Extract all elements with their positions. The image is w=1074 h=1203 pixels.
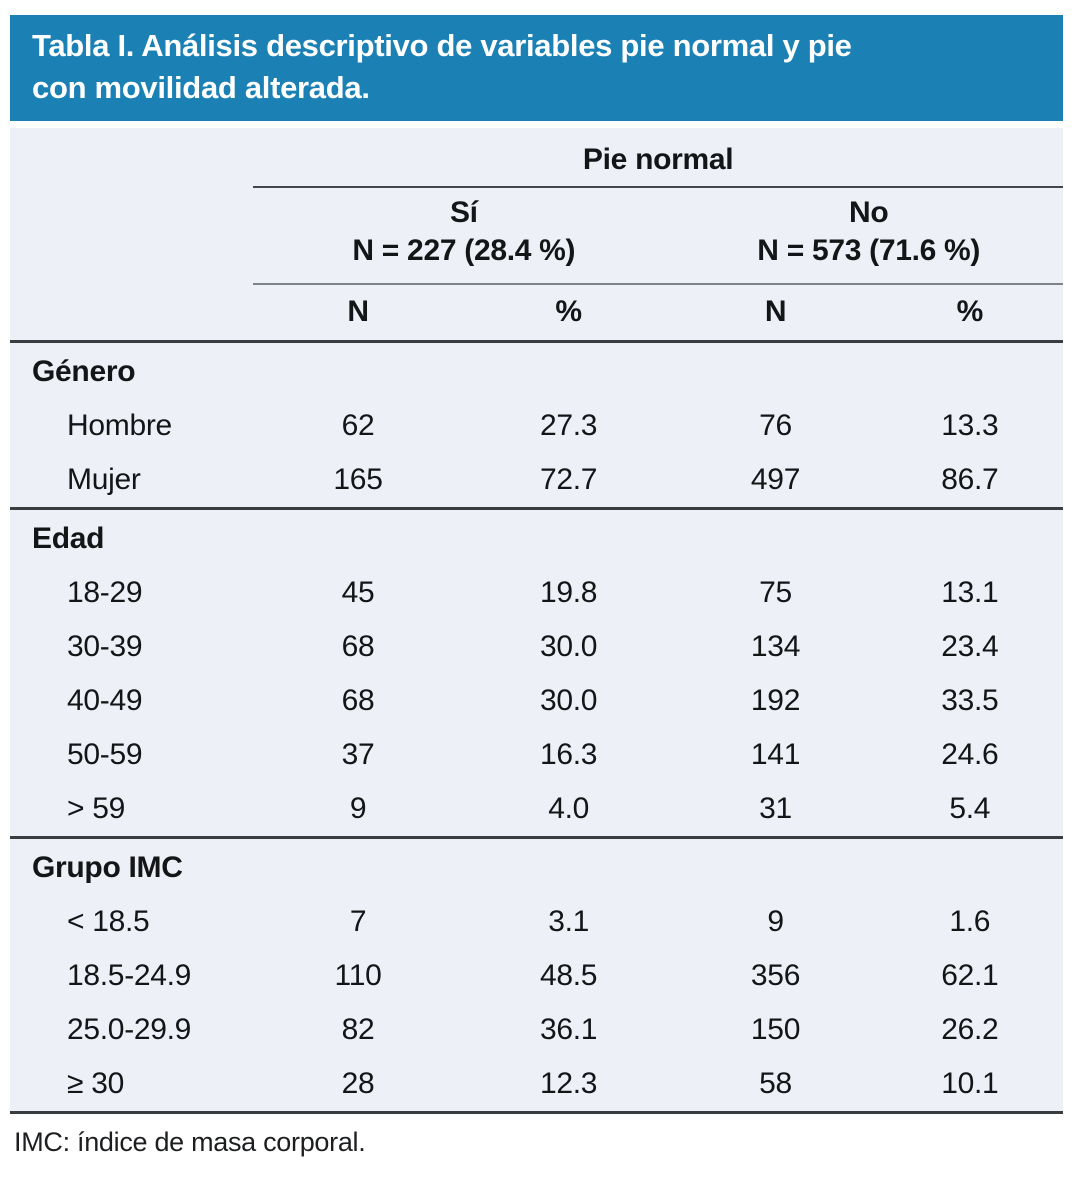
group-no-header: No N = 573 (71.6 %) [674, 186, 1063, 284]
row-label: Mujer [67, 463, 141, 496]
cell-value: 12.3 [540, 1067, 598, 1100]
group-no-label: No [849, 196, 889, 229]
cell-value: 62.1 [941, 959, 999, 992]
header-spacer [10, 187, 253, 284]
row-label: 18.5-24.9 [67, 959, 192, 992]
cell-value: 13.1 [941, 576, 999, 609]
cell-value: 48.5 [540, 959, 598, 992]
cell-value: 33.5 [941, 684, 999, 717]
table-row: 50-59 37 16.3 141 24.6 [10, 728, 1063, 782]
table-title-line-2: con movilidad alterada. [32, 70, 370, 105]
cell-value: 45 [341, 576, 375, 609]
row-label: 40-49 [67, 684, 143, 717]
table-panel: Pie normal Sí N = 227 (28.4 %) No N = 57… [10, 128, 1063, 1114]
table-head: Pie normal Sí N = 227 (28.4 %) No N = 57… [10, 128, 1063, 342]
cell-value: 5.4 [949, 792, 991, 825]
cell-value: 150 [750, 1013, 801, 1046]
cell-value: 36.1 [540, 1013, 598, 1046]
cell-value: 23.4 [941, 630, 999, 663]
cell-value: 26.2 [941, 1013, 999, 1046]
cell-value: 30.0 [540, 630, 598, 663]
table-footnote: IMC: índice de masa corporal. [14, 1127, 366, 1157]
row-label: 30-39 [67, 630, 143, 663]
cell-value: 76 [759, 409, 792, 442]
group-si-label: Sí [449, 196, 478, 229]
group-si-count: N = 227 (28.4 %) [352, 234, 576, 267]
cell-value: 19.8 [540, 576, 598, 609]
row-label: Hombre [67, 409, 172, 442]
sub-column-header-row: N % N % [10, 283, 1063, 342]
cell-value: 68 [341, 630, 375, 663]
row-label: < 18.5 [67, 905, 150, 938]
cell-value: 165 [333, 463, 383, 496]
cell-value: 134 [750, 630, 801, 663]
table-row: 18-29 45 19.8 75 13.1 [10, 566, 1063, 620]
cell-value: 82 [341, 1013, 375, 1046]
section-label: Grupo IMC [10, 836, 1063, 895]
descriptive-table: Pie normal Sí N = 227 (28.4 %) No N = 57… [10, 128, 1063, 1114]
section-label: Género [10, 340, 1063, 399]
table-row: > 59 9 4.0 31 5.4 [10, 782, 1063, 838]
table-row: ≥ 30 28 12.3 58 10.1 [10, 1057, 1063, 1113]
table-title-bar: Tabla I. Análisis descriptivo de variabl… [10, 15, 1063, 121]
cell-value: 13.3 [941, 409, 999, 442]
table-title-line-1: Tabla I. Análisis descriptivo de variabl… [32, 28, 852, 63]
table-row: 25.0-29.9 82 36.1 150 26.2 [10, 1003, 1063, 1057]
cell-value: 68 [341, 684, 375, 717]
table-body: Género Hombre 62 27.3 76 13.3 Mujer 165 72.7 497 8… [10, 340, 1063, 1113]
section-header-row: Grupo IMC [10, 836, 1063, 895]
row-label: 50-59 [67, 738, 143, 771]
table-row: 40-49 68 30.0 192 33.5 [10, 674, 1063, 728]
section-header-row: Género [10, 340, 1063, 399]
col-header-n-no: N [674, 283, 877, 342]
cell-value: 16.3 [540, 738, 598, 771]
row-label: ≥ 30 [67, 1067, 124, 1100]
cell-value: 58 [759, 1067, 792, 1100]
group-no-count: N = 573 (71.6 %) [757, 234, 981, 267]
cell-value: 75 [759, 576, 792, 609]
header-spacer [10, 128, 253, 187]
cell-value: 37 [341, 738, 375, 771]
table-row: Hombre 62 27.3 76 13.3 [10, 399, 1063, 453]
cell-value: 192 [750, 684, 801, 717]
cell-value: 24.6 [941, 738, 999, 771]
section-label: Edad [10, 507, 1063, 566]
cell-value: 9 [349, 792, 367, 825]
cell-value: 62 [341, 409, 375, 442]
table-row: 30-39 68 30.0 134 23.4 [10, 620, 1063, 674]
table-row: < 18.5 7 3.1 9 1.6 [10, 895, 1063, 949]
row-label: > 59 [67, 792, 126, 825]
top-header-row: Pie normal [10, 128, 1063, 187]
cell-value: 1.6 [949, 905, 991, 938]
row-label: 18-29 [67, 576, 143, 609]
cell-value: 27.3 [540, 409, 598, 442]
cell-value: 3.1 [548, 905, 589, 938]
col-header-pct-si: % [462, 283, 675, 342]
cell-value: 497 [750, 463, 801, 496]
cell-value: 72.7 [540, 463, 598, 496]
col-header-n-si: N [253, 283, 463, 342]
cell-value: 86.7 [941, 463, 999, 496]
table-row: 18.5-24.9 110 48.5 356 62.1 [10, 949, 1063, 1003]
pie-normal-header: Pie normal [582, 143, 734, 176]
row-label: 25.0-29.9 [67, 1013, 192, 1046]
header-spacer [10, 284, 253, 342]
cell-value: 356 [750, 959, 801, 992]
cell-value: 9 [767, 905, 784, 938]
cell-value: 4.0 [548, 792, 589, 825]
cell-value: 10.1 [941, 1067, 999, 1100]
cell-value: 141 [750, 738, 801, 771]
cell-value: 7 [349, 905, 367, 938]
table-row: Mujer 165 72.7 497 86.7 [10, 453, 1063, 509]
cell-value: 110 [334, 959, 382, 992]
cell-value: 30.0 [540, 684, 598, 717]
cell-value: 31 [759, 792, 792, 825]
section-header-row: Edad [10, 507, 1063, 566]
group-header-row: Sí N = 227 (28.4 %) No N = 573 (71.6 %) [10, 186, 1063, 284]
cell-value: 28 [341, 1067, 375, 1100]
col-header-pct-no: % [876, 283, 1063, 342]
group-si-header: Sí N = 227 (28.4 %) [253, 186, 675, 284]
